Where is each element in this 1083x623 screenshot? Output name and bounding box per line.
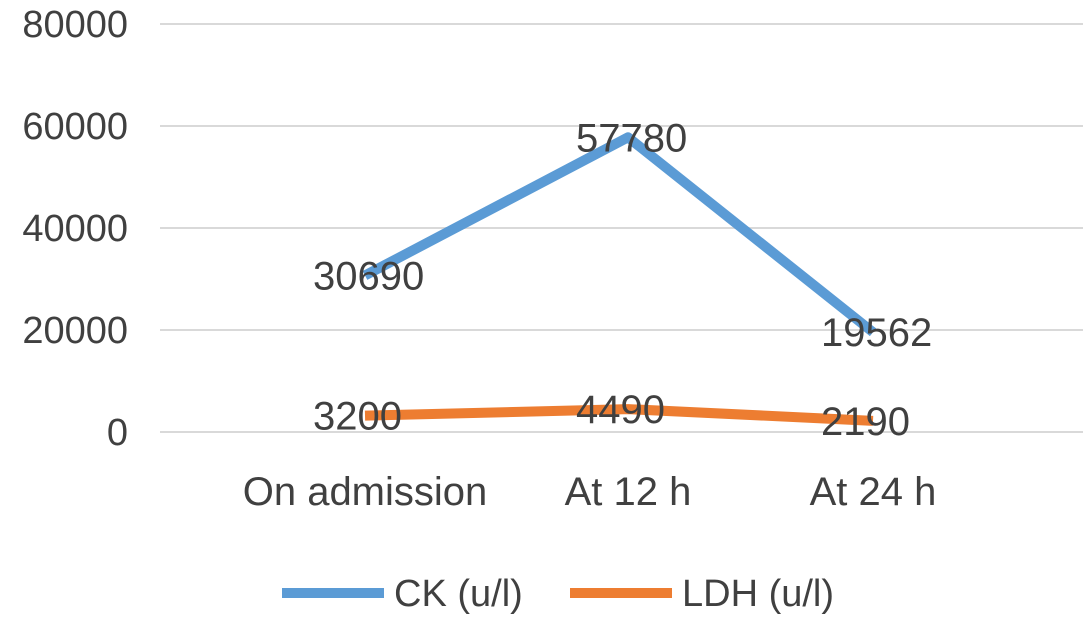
x-axis-category-labels: On admission At 12 h At 24 h (243, 470, 937, 514)
y-tick-label: 0 (107, 412, 128, 454)
y-tick-label: 20000 (22, 310, 128, 352)
data-label: 30690 (313, 254, 424, 298)
data-labels: 30690 57780 19562 3200 4490 2190 (313, 116, 932, 444)
x-category-label: At 12 h (565, 470, 692, 514)
legend-label: LDH (u/l) (682, 573, 834, 615)
series-line-ck (362, 132, 877, 337)
data-label: 57780 (576, 116, 687, 160)
data-label: 2190 (821, 400, 910, 444)
x-category-label: At 24 h (810, 470, 937, 514)
legend: CK (u/l) LDH (u/l) (282, 573, 834, 615)
data-label: 19562 (821, 311, 932, 355)
series-lines (362, 132, 877, 426)
series-line-ldh (364, 404, 874, 426)
y-tick-label: 80000 (22, 4, 128, 46)
legend-label: CK (u/l) (394, 573, 523, 615)
data-label: 3200 (313, 395, 402, 439)
y-axis-tick-labels: 0 20000 40000 60000 80000 (22, 4, 128, 454)
y-tick-label: 60000 (22, 106, 128, 148)
x-category-label: On admission (243, 470, 488, 514)
gridlines (160, 23, 1083, 433)
data-label: 4490 (576, 388, 665, 432)
y-tick-label: 40000 (22, 208, 128, 250)
